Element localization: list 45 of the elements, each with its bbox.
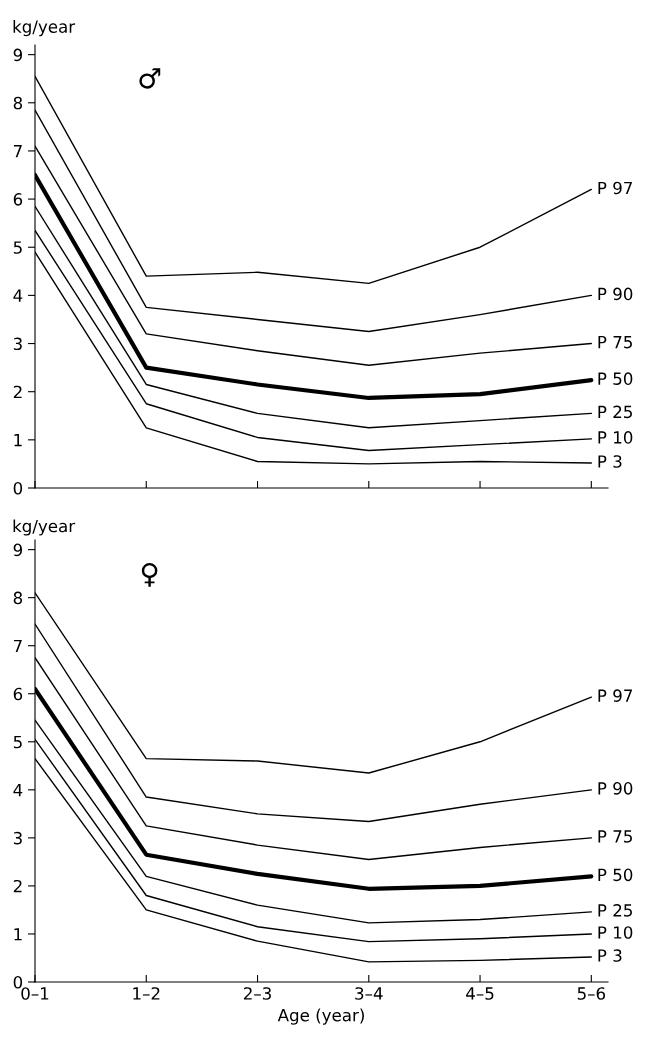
annotation: ♀ — [141, 562, 158, 587]
series-label: P 97 — [598, 181, 632, 195]
y-tick-label: 1 — [14, 434, 22, 447]
x-tick-label: 0–1 — [21, 987, 49, 1000]
y-tick-label: 9 — [13, 48, 23, 62]
y-tick-label: 7 — [13, 639, 22, 653]
y-tick-label: 9 — [13, 543, 23, 557]
x-tick-label: 5–6 — [577, 987, 606, 1000]
annotation: ♂ — [139, 68, 161, 89]
y-tick-label: 0 — [13, 481, 23, 495]
y-tick-label: 4 — [13, 289, 23, 302]
x-tick-label: 1–2 — [133, 987, 160, 1000]
y-tick-label: 2 — [13, 879, 22, 893]
y-tick-label: 6 — [13, 193, 23, 206]
y-tick-label: 3 — [13, 337, 22, 351]
y-tick-label: 4 — [13, 784, 23, 797]
y-tick-label: 3 — [13, 831, 22, 845]
series-label: P 50 — [598, 372, 633, 385]
series-label: P 3 — [598, 949, 622, 962]
y-tick-label: 2 — [13, 385, 22, 399]
x-tick-label: 3–4 — [355, 987, 383, 1000]
y-tick-label: 0 — [13, 975, 23, 989]
series-label: P 50 — [598, 868, 633, 882]
series-label: P 10 — [598, 431, 633, 444]
y-tick-label: 7 — [13, 145, 22, 158]
y-tick-label: 8 — [13, 96, 23, 110]
series-label: P 10 — [598, 926, 633, 939]
series-label: P 3 — [598, 455, 622, 468]
series-label: P 90 — [598, 782, 633, 795]
series-label: P 25 — [598, 904, 632, 917]
series-label: P 97 — [598, 689, 632, 702]
series-label: P 90 — [598, 287, 633, 301]
x-tick-label: 2–3 — [243, 987, 271, 1000]
y-axis-title: kg/year — [13, 519, 76, 536]
series-label: P 75 — [598, 830, 632, 843]
y-tick-label: 8 — [13, 591, 23, 605]
x-axis-title: Age (year) — [277, 1008, 364, 1025]
y-tick-label: 6 — [13, 687, 23, 701]
y-tick-label: 5 — [13, 735, 22, 749]
y-tick-label: 1 — [14, 928, 22, 941]
series-label: P 25 — [598, 405, 632, 419]
x-tick-label: 4–5 — [466, 987, 494, 1000]
y-axis-title: kg/year — [13, 20, 76, 37]
series-label: P 75 — [598, 335, 632, 349]
y-tick-label: 5 — [13, 241, 22, 254]
